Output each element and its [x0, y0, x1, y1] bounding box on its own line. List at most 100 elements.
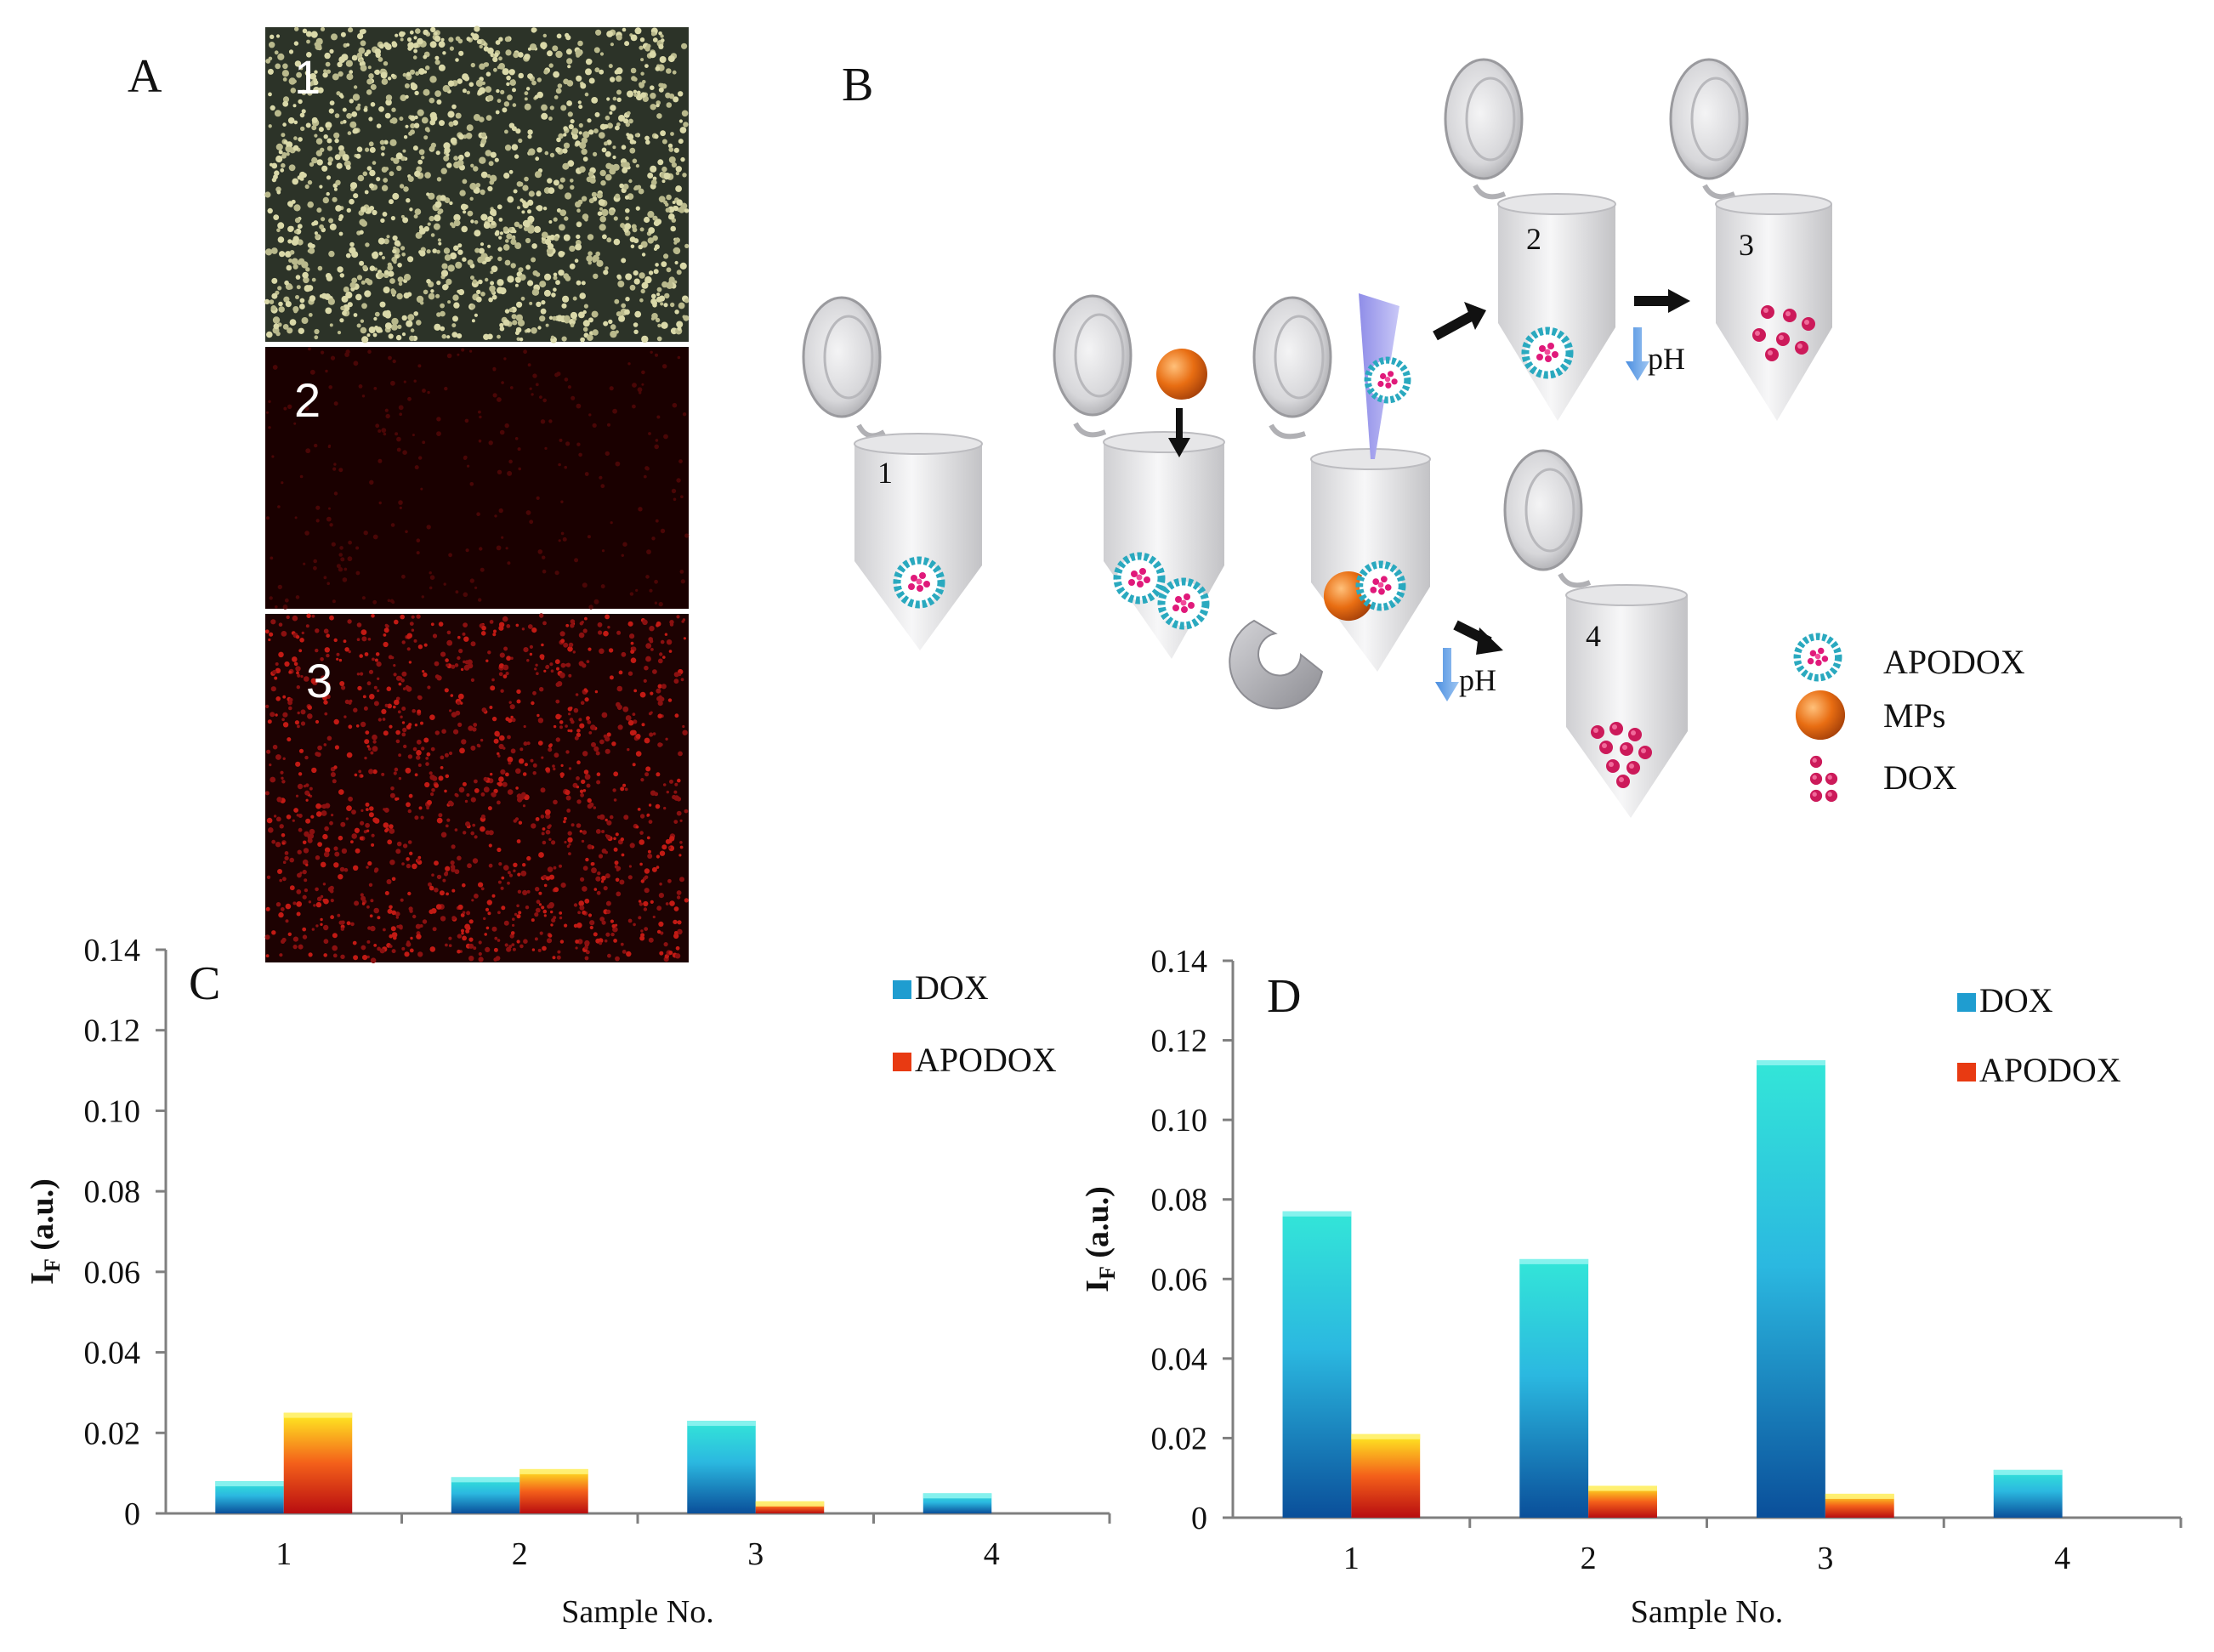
cell	[633, 270, 639, 276]
cell	[515, 623, 519, 627]
cell	[406, 647, 411, 651]
cell	[324, 826, 329, 832]
cell	[353, 85, 358, 89]
cell	[360, 280, 366, 285]
cell	[355, 105, 360, 111]
legend-swatch-apodox	[893, 1053, 911, 1071]
cell	[385, 94, 393, 101]
cell	[499, 735, 505, 741]
cell	[673, 497, 677, 502]
cell	[299, 66, 304, 71]
panel-b-label: B	[842, 59, 873, 111]
cell	[389, 119, 395, 123]
cell	[403, 380, 406, 383]
cell	[644, 64, 649, 68]
cell	[550, 910, 554, 914]
cell	[353, 955, 359, 961]
cell	[478, 951, 482, 957]
cell	[639, 902, 644, 906]
cell	[319, 224, 324, 230]
cell	[590, 724, 596, 730]
cell	[568, 642, 574, 648]
cell	[406, 686, 412, 692]
cell	[323, 953, 328, 957]
cell	[622, 27, 627, 32]
cell	[624, 309, 630, 315]
cell	[468, 956, 474, 962]
cell	[528, 190, 535, 197]
cell	[570, 707, 573, 710]
cell	[507, 275, 514, 283]
cell	[469, 196, 474, 201]
cell	[443, 582, 446, 586]
cell	[559, 631, 565, 637]
cell	[369, 694, 375, 700]
cell	[371, 833, 375, 837]
cell	[540, 419, 546, 424]
cell	[289, 319, 297, 326]
cell	[444, 147, 451, 154]
cell	[356, 622, 362, 627]
cell	[296, 889, 302, 894]
cell	[526, 855, 531, 861]
cell	[663, 806, 667, 810]
cell	[644, 737, 650, 744]
cell	[579, 166, 586, 173]
cell	[587, 798, 592, 803]
cell	[497, 397, 502, 402]
cell	[298, 137, 303, 142]
cell	[644, 927, 649, 931]
cell	[608, 319, 613, 325]
cell	[380, 71, 388, 79]
cell	[303, 562, 306, 565]
cell	[276, 190, 281, 195]
cell	[525, 328, 531, 333]
cell	[663, 303, 668, 308]
cell	[381, 256, 386, 260]
cell	[436, 99, 442, 105]
cell	[413, 639, 417, 643]
cell	[323, 69, 327, 73]
cell	[448, 553, 452, 558]
cell	[582, 131, 590, 139]
cell	[275, 902, 281, 907]
cell	[458, 50, 464, 56]
cell	[398, 281, 403, 287]
cell	[287, 932, 292, 937]
dim-fluorescence-cells	[265, 347, 690, 610]
cell	[506, 624, 511, 628]
cell	[384, 408, 389, 412]
cell	[503, 865, 509, 871]
cell	[386, 879, 392, 884]
cell	[286, 615, 290, 620]
cell	[305, 267, 310, 272]
cell	[474, 220, 479, 224]
cell	[598, 854, 604, 859]
cell	[468, 937, 474, 942]
cell	[393, 664, 396, 667]
cell	[446, 278, 452, 285]
cell	[554, 659, 560, 665]
cell	[626, 133, 630, 137]
cell	[559, 177, 565, 183]
cell	[264, 629, 270, 634]
panel-c-label: C	[189, 957, 220, 1010]
cell	[364, 52, 369, 57]
cell	[302, 840, 307, 845]
cell	[578, 632, 585, 639]
cell	[392, 248, 397, 254]
cell	[362, 695, 366, 699]
cell	[664, 292, 670, 299]
cell	[566, 809, 571, 813]
cell	[434, 293, 440, 298]
cell	[342, 154, 349, 162]
cell	[584, 945, 588, 950]
cell	[622, 950, 627, 954]
cell	[321, 350, 325, 355]
cell	[615, 193, 621, 199]
cell	[519, 338, 524, 342]
cell	[525, 905, 530, 910]
cell	[666, 194, 672, 201]
cell	[613, 798, 617, 802]
cell	[425, 762, 429, 766]
